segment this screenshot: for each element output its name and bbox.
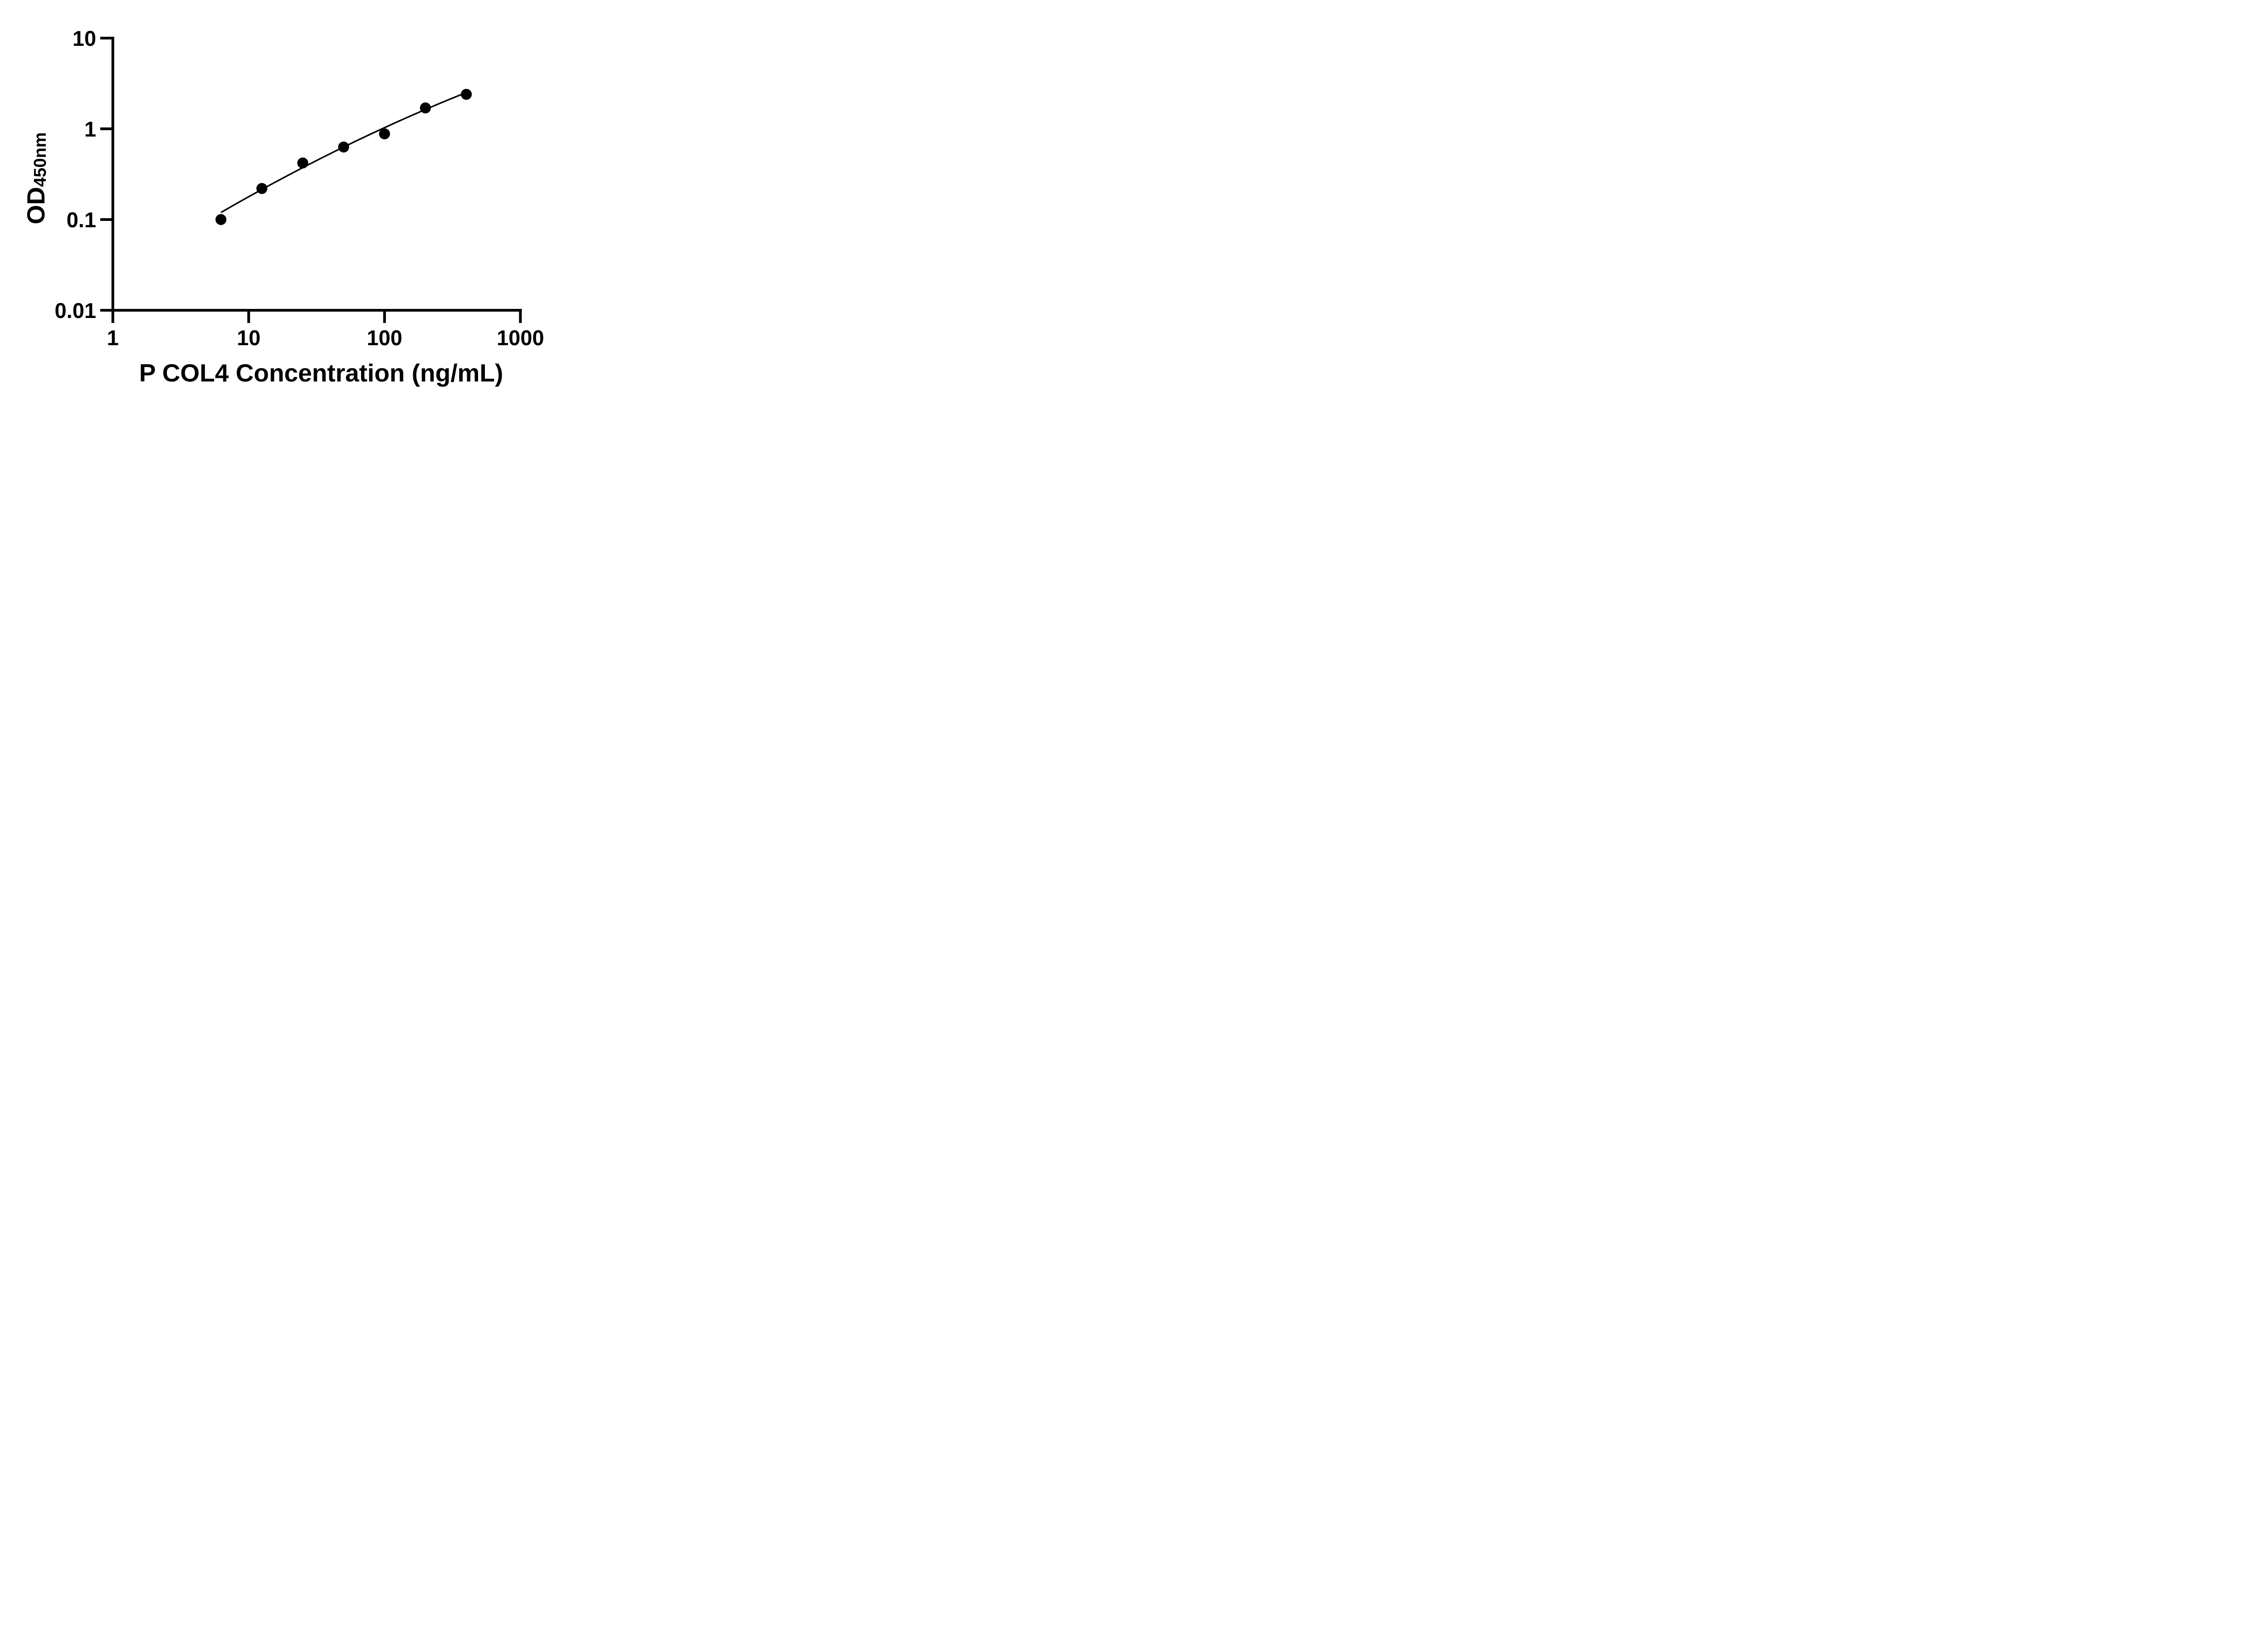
- y-tick-label: 0.1: [67, 208, 96, 232]
- data-point: [215, 214, 227, 225]
- data-point: [420, 102, 431, 114]
- y-tick-label: 10: [73, 26, 96, 50]
- data-point: [297, 157, 308, 169]
- y-axis-ticks: [100, 37, 113, 312]
- data-point: [256, 183, 268, 194]
- axes: 10 1 0.1 0.01 1 10 100 1000: [55, 26, 544, 350]
- x-axis-ticks: [111, 310, 522, 323]
- y-axis-title: OD450nm: [22, 132, 50, 225]
- y-axis-title-subscript: 450nm: [31, 132, 50, 187]
- x-tick-label: 1: [107, 326, 119, 350]
- x-axis-tick-labels: 1 10 100 1000: [107, 326, 544, 350]
- y-axis-tick-labels: 10 1 0.1 0.01: [55, 26, 96, 323]
- data-point: [379, 128, 390, 140]
- data-point: [338, 142, 349, 153]
- x-tick-label: 100: [367, 326, 402, 350]
- chart-canvas: 10 1 0.1 0.01 1 10 100 1000 P COL4 Concentrati…: [0, 0, 583, 408]
- y-tick-label: 0.01: [55, 298, 96, 323]
- x-tick-label: 1000: [497, 326, 544, 350]
- x-axis-title: P COL4 Concentration (ng/mL): [139, 359, 503, 387]
- y-axis-title-main: OD: [22, 187, 50, 225]
- standard-curve-plot: 10 1 0.1 0.01 1 10 100 1000 P COL4 Concentrati…: [22, 26, 544, 387]
- data-points: [215, 88, 472, 225]
- data-point: [460, 88, 472, 100]
- x-tick-label: 10: [237, 326, 260, 350]
- y-tick-label: 1: [84, 117, 96, 141]
